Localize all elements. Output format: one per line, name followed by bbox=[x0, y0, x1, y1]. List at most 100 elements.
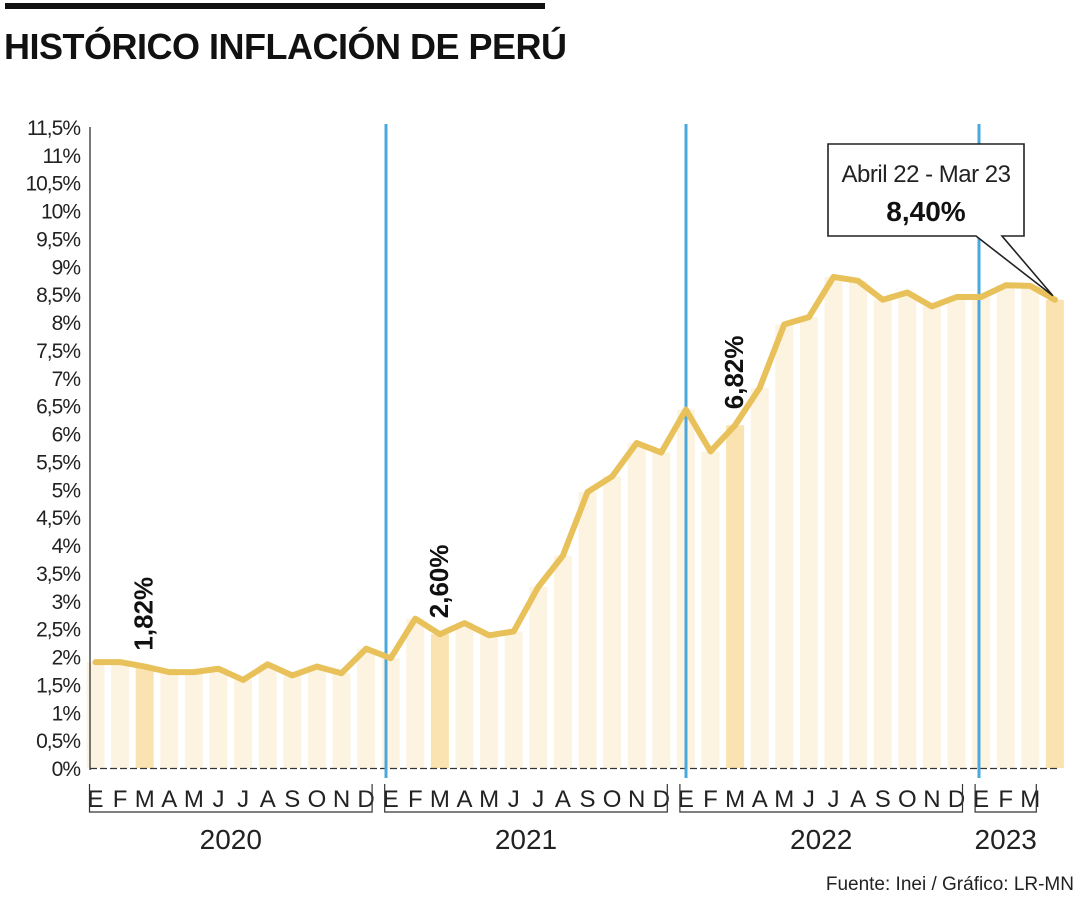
y-tick-label: 1% bbox=[52, 702, 81, 725]
month-label: A bbox=[850, 786, 866, 813]
month-label: N bbox=[333, 786, 350, 813]
bar-2 bbox=[135, 666, 154, 768]
month-label: O bbox=[603, 786, 622, 813]
year-label-2021: 2021 bbox=[495, 824, 557, 855]
bar-22 bbox=[627, 443, 646, 768]
year-bracket-2020 bbox=[88, 784, 373, 813]
bar-0 bbox=[86, 662, 105, 768]
month-label: S bbox=[284, 786, 300, 813]
source-note: Fuente: Inei / Gráfico: LR-MN bbox=[825, 874, 1074, 895]
bar-32 bbox=[873, 299, 892, 768]
month-label: D bbox=[948, 786, 965, 813]
bar-20 bbox=[578, 492, 597, 768]
bar-27 bbox=[750, 387, 769, 768]
bar-29 bbox=[799, 317, 818, 768]
bar-37 bbox=[996, 285, 1015, 768]
month-label: S bbox=[875, 786, 891, 813]
month-label: F bbox=[998, 786, 1013, 813]
month-label: F bbox=[703, 786, 718, 813]
bar-34 bbox=[922, 306, 941, 768]
bar-39 bbox=[1045, 299, 1064, 768]
month-label: J bbox=[213, 786, 225, 813]
bar-9 bbox=[307, 666, 326, 768]
bar-1 bbox=[111, 662, 130, 768]
y-tick-label: 8,5% bbox=[36, 284, 80, 307]
bar-25 bbox=[701, 451, 720, 768]
y-tick-label: 6% bbox=[52, 424, 81, 447]
bar-11 bbox=[357, 648, 376, 768]
bar-5 bbox=[209, 668, 228, 768]
bar-13 bbox=[406, 618, 425, 768]
bar-18 bbox=[529, 586, 548, 768]
bar-36 bbox=[972, 297, 991, 768]
y-tick-label: 4% bbox=[52, 535, 81, 558]
callout-period: Abril 22 - Mar 23 bbox=[842, 161, 1011, 188]
year-bracket-2021 bbox=[384, 784, 668, 813]
month-label: M bbox=[1020, 786, 1040, 813]
y-tick-label: 2% bbox=[52, 647, 81, 670]
month-label: D bbox=[653, 786, 670, 813]
bar-23 bbox=[652, 452, 671, 768]
y-tick-label: 0,5% bbox=[36, 730, 80, 753]
month-label: M bbox=[479, 786, 499, 813]
inflation-line bbox=[92, 273, 1058, 683]
callout-box bbox=[827, 143, 1054, 297]
y-tick-label: 11,5% bbox=[27, 117, 80, 140]
bar-12 bbox=[381, 658, 400, 768]
y-tick-label: 2,5% bbox=[36, 619, 80, 642]
month-label: E bbox=[87, 786, 103, 813]
year-bracket-2023 bbox=[974, 784, 1037, 813]
highlight-label-14: 2,60% bbox=[424, 544, 454, 618]
bar-33 bbox=[898, 292, 917, 768]
month-label: M bbox=[135, 786, 155, 813]
bar-35 bbox=[947, 297, 966, 768]
month-label: M bbox=[184, 786, 204, 813]
y-tick-label: 6,5% bbox=[36, 396, 80, 419]
y-tick-label: 10% bbox=[41, 201, 80, 224]
y-tick-label: 7,5% bbox=[36, 340, 80, 363]
bar-26 bbox=[726, 425, 745, 768]
y-tick-label: 1,5% bbox=[36, 674, 80, 697]
month-label: A bbox=[260, 786, 276, 813]
bar-17 bbox=[504, 631, 523, 768]
bar-38 bbox=[1021, 285, 1040, 768]
y-tick-label: 3,5% bbox=[36, 563, 80, 586]
bar-28 bbox=[775, 324, 794, 768]
month-label: M bbox=[725, 786, 745, 813]
month-label: J bbox=[532, 786, 544, 813]
month-label: N bbox=[628, 786, 645, 813]
y-tick-label: 5,5% bbox=[36, 451, 80, 474]
month-label: J bbox=[508, 786, 520, 813]
year-bracket-2022 bbox=[679, 784, 964, 813]
bar-10 bbox=[332, 673, 351, 768]
bar-8 bbox=[283, 675, 302, 768]
month-label: O bbox=[308, 786, 327, 813]
month-label: O bbox=[898, 786, 917, 813]
year-label-2020: 2020 bbox=[200, 824, 262, 855]
month-label: N bbox=[923, 786, 940, 813]
y-tick-label: 3% bbox=[52, 591, 81, 614]
bar-14 bbox=[430, 634, 449, 768]
y-tick-label: 5% bbox=[52, 479, 81, 502]
top-rule bbox=[5, 3, 545, 9]
month-label: F bbox=[113, 786, 128, 813]
bar-16 bbox=[480, 635, 499, 768]
month-label: M bbox=[774, 786, 794, 813]
chart-title: HISTÓRICO INFLACIÓN DE PERÚ bbox=[4, 26, 567, 67]
month-label: J bbox=[803, 786, 815, 813]
y-tick-label: 7% bbox=[52, 368, 81, 391]
month-label: A bbox=[456, 786, 472, 813]
month-label: D bbox=[357, 786, 374, 813]
y-tick-label: 4,5% bbox=[36, 507, 80, 530]
bar-30 bbox=[824, 276, 843, 768]
y-tick-label: 0% bbox=[52, 758, 81, 781]
bar-31 bbox=[849, 280, 868, 768]
bar-4 bbox=[184, 672, 203, 768]
month-label: J bbox=[237, 786, 249, 813]
bar-6 bbox=[234, 679, 253, 768]
y-tick-label: 9% bbox=[52, 256, 81, 279]
month-label: A bbox=[752, 786, 768, 813]
highlight-label-2: 1,82% bbox=[129, 577, 159, 651]
bar-19 bbox=[553, 555, 572, 768]
month-label: F bbox=[408, 786, 423, 813]
